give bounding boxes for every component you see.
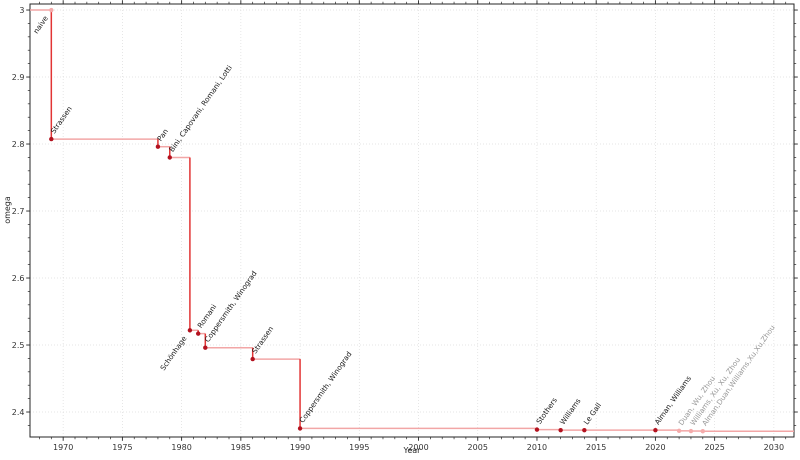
data-point-marker — [155, 144, 161, 149]
x-tick-label: 2025 — [704, 443, 724, 452]
x-tick-label: 2010 — [527, 443, 547, 452]
x-tick-label: 2005 — [468, 443, 488, 452]
data-point-marker — [49, 7, 54, 13]
data-point-marker — [49, 136, 54, 142]
data-point-marker — [187, 328, 193, 333]
data-point-marker — [534, 427, 540, 432]
point-label: Williams, Xu, Xu, Zhou — [688, 356, 742, 428]
x-tick-label: 2015 — [586, 443, 606, 452]
plot-frame — [29, 3, 795, 438]
x-tick-label: 2020 — [645, 443, 665, 452]
y-tick-label: 2.9 — [12, 73, 25, 82]
y-tick-label: 2.7 — [12, 207, 25, 216]
point-label: Stothers — [534, 396, 559, 426]
x-tick-label: 2000 — [408, 443, 428, 452]
point-label: Strassen — [250, 324, 275, 355]
y-axis-title: omega — [3, 196, 12, 224]
point-label: Le Gall — [582, 401, 603, 426]
point-label: Schönhage — [158, 334, 189, 372]
data-point-marker — [250, 356, 255, 362]
data-point-marker — [195, 331, 201, 336]
data-point-marker — [558, 427, 563, 433]
y-tick-label: 2.5 — [12, 341, 25, 350]
y-tick-label: 3 — [19, 6, 24, 15]
data-point-marker — [167, 155, 172, 160]
data-point-marker — [582, 427, 587, 433]
x-tick-label: 1970 — [53, 443, 73, 452]
y-tick-label: 2.8 — [12, 140, 25, 149]
data-point-marker — [297, 426, 303, 431]
data-point-marker — [203, 345, 208, 350]
data-point-marker — [700, 429, 705, 434]
x-tick-label: 1975 — [112, 443, 132, 452]
data-point-marker — [676, 428, 682, 434]
point-label: Coppersmith, Winograd — [297, 350, 353, 425]
data-point-marker — [688, 428, 694, 434]
x-tick-label: 1980 — [171, 443, 191, 452]
x-tick-label: 1990 — [290, 443, 310, 452]
y-tick-label: 2.4 — [12, 408, 25, 417]
x-tick-label: 1995 — [349, 443, 369, 452]
y-tick-label: 2.6 — [12, 274, 25, 283]
point-label: naive — [31, 14, 50, 36]
point-label: Williams — [558, 396, 583, 426]
x-tick-label: 2030 — [764, 443, 784, 452]
x-tick-label: 1985 — [231, 443, 251, 452]
x-axis-title: Year — [403, 446, 421, 455]
point-label: Strassen — [49, 104, 74, 135]
data-point-marker — [653, 427, 658, 433]
